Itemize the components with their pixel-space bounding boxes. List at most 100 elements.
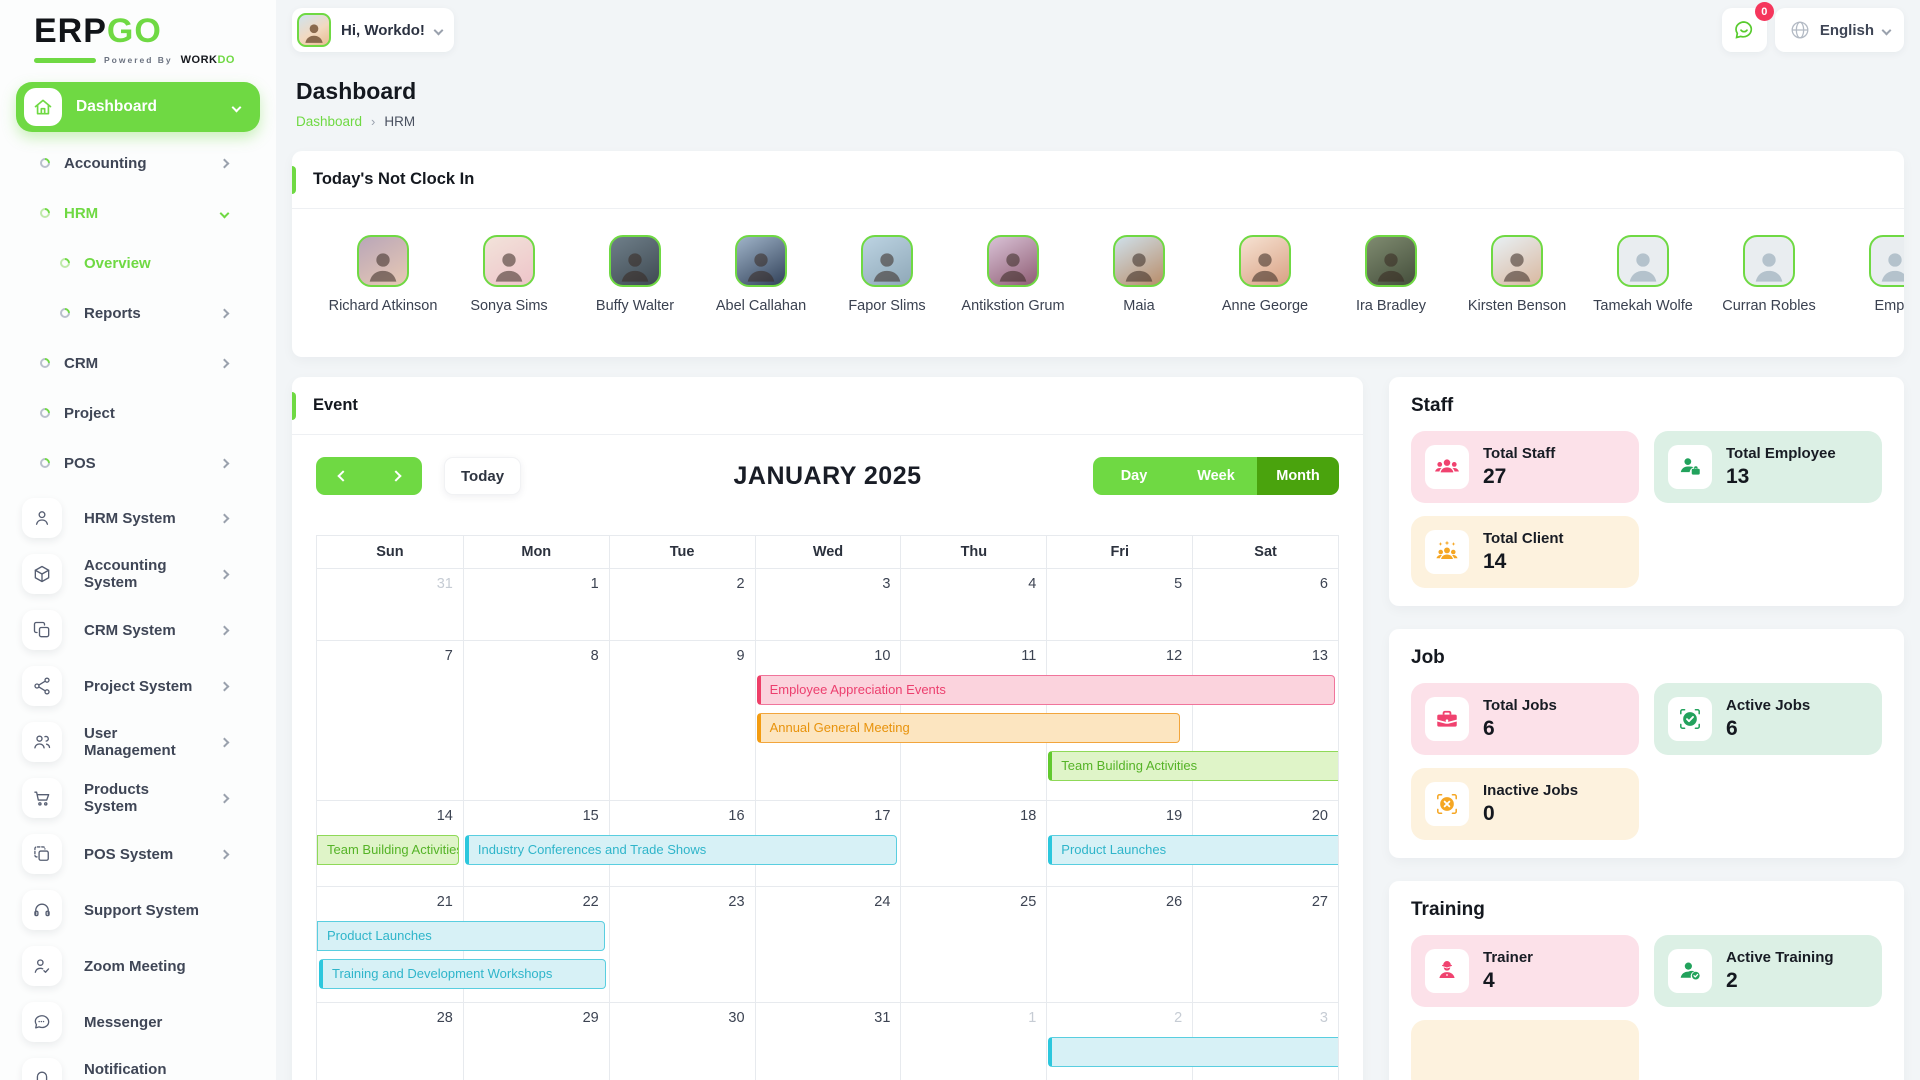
sidebar-item-crm[interactable]: CRM [0, 338, 276, 388]
view-week-button[interactable]: Week [1175, 457, 1257, 495]
employee-item[interactable]: Richard Atkinson [328, 235, 438, 314]
calendar-cell[interactable]: 30 [608, 1003, 755, 1080]
calendar-cell[interactable]: 1 [462, 569, 609, 640]
calendar-cell[interactable]: 28 [436, 1010, 453, 1026]
view-month-button[interactable]: Month [1257, 457, 1339, 495]
tile-value: 13 [1726, 465, 1750, 488]
user-greeting: Hi, Workdo! [341, 21, 425, 39]
calendar-cell[interactable]: 13 [1192, 641, 1338, 800]
employee-item[interactable]: Maia [1084, 235, 1194, 314]
today-button[interactable]: Today [444, 457, 522, 495]
bullet-icon [37, 355, 53, 371]
employee-avatar [483, 235, 535, 287]
calendar-cell[interactable]: 7 [444, 648, 453, 664]
calendar-event[interactable]: Industry Conferences and Trade Shows [464, 835, 898, 865]
employee-item[interactable]: Buffy Walter [580, 235, 690, 314]
sidebar-item-project-system[interactable]: Project System [0, 658, 276, 714]
chevron-right-icon [219, 308, 230, 318]
calendar-event[interactable] [1048, 1037, 1338, 1067]
calendar-cell[interactable]: 18 [900, 801, 1046, 886]
not-clock-in-card: Today's Not Clock In Richard Atkinson So… [292, 151, 1904, 357]
next-month-button[interactable] [369, 457, 422, 495]
calendar-event[interactable]: Employee Appreciation Events [756, 675, 1335, 705]
employee-item[interactable]: Curran Robles [1714, 235, 1824, 314]
user-menu[interactable]: Hi, Workdo! [292, 8, 454, 52]
calendar-cell[interactable]: 9 [608, 641, 755, 800]
logo-text-erp: ERP [34, 12, 107, 50]
employee-item[interactable]: Antikstion Grum [958, 235, 1068, 314]
calendar-cell[interactable]: 23 [608, 887, 755, 1002]
calendar-cell[interactable]: 25 [900, 887, 1046, 1002]
employee-item[interactable]: Tamekah Wolfe [1588, 235, 1698, 314]
card-accent-bar [292, 392, 296, 420]
calendar-cell[interactable]: 27 [1192, 887, 1338, 1002]
calendar-cell[interactable]: 15 [462, 801, 609, 886]
calendar-cell[interactable]: 10 [754, 641, 901, 800]
view-day-button[interactable]: Day [1093, 457, 1175, 495]
total-jobs-tile: Total Jobs 6 [1411, 683, 1639, 755]
tile-label: Active Training [1726, 949, 1834, 966]
chevron-right-icon [219, 625, 230, 635]
breadcrumb-current: HRM [384, 114, 416, 129]
calendar-cell[interactable]: 8 [462, 641, 609, 800]
calendar-cell[interactable]: 31 [754, 1003, 901, 1080]
sidebar-item-project[interactable]: Project [0, 388, 276, 438]
employee-item[interactable]: Fapor Slims [832, 235, 942, 314]
calendar-cell[interactable]: 2 [608, 569, 755, 640]
sidebar-item-overview[interactable]: Overview [0, 238, 276, 288]
calendar-event[interactable]: Product Launches [1048, 835, 1338, 865]
prev-month-button[interactable] [316, 457, 369, 495]
sidebar-item-user-management[interactable]: User Management [0, 714, 276, 770]
sidebar-item-zoom-meeting[interactable]: Zoom Meeting [0, 938, 276, 994]
sidebar-item-pos-system[interactable]: POS System [0, 826, 276, 882]
employee-item[interactable]: Abel Callahan [706, 235, 816, 314]
sidebar-item-dashboard[interactable]: Dashboard [16, 82, 260, 132]
employee-item[interactable]: Sonya Sims [454, 235, 564, 314]
calendar-cell[interactable]: 31 [436, 576, 453, 592]
calendar-cell[interactable]: 26 [1046, 887, 1192, 1002]
sidebar-item-messenger[interactable]: Messenger [0, 994, 276, 1050]
calendar-cell[interactable]: 4 [900, 569, 1046, 640]
sidebar-item-support-system[interactable]: Support System [0, 882, 276, 938]
sidebar-item-crm-system[interactable]: CRM System [0, 602, 276, 658]
employee-item[interactable]: Ira Bradley [1336, 235, 1446, 314]
calendar-cell[interactable]: 2 [1046, 1003, 1192, 1080]
sidebar-item-notification-template[interactable]: Notification Template [0, 1050, 276, 1080]
employee-name: Tamekah Wolfe [1593, 298, 1693, 314]
language-selector[interactable]: English [1774, 8, 1904, 52]
calendar-cell[interactable]: 6 [1192, 569, 1338, 640]
calendar-week-row: 28 29 30 31 1 2 3 [317, 1002, 1338, 1080]
employee-avatar [861, 235, 913, 287]
sidebar-item-accounting[interactable]: Accounting [0, 138, 276, 188]
sidebar-item-hrm-system[interactable]: HRM System [0, 490, 276, 546]
calendar-cell[interactable]: 21 [436, 894, 453, 910]
sidebar-item-products-system[interactable]: Products System [0, 770, 276, 826]
clients-stars-icon [1425, 530, 1469, 574]
employee-item[interactable]: Anne George [1210, 235, 1320, 314]
calendar-event[interactable]: Team Building Activities [1048, 751, 1338, 781]
employee-item[interactable]: Emplo [1840, 235, 1904, 314]
calendar-cell[interactable]: 19 [1046, 801, 1192, 886]
person-check-icon [22, 946, 62, 986]
calendar-event[interactable]: Training and Development Workshops [319, 959, 606, 989]
calendar-event[interactable]: Annual General Meeting [756, 713, 1181, 743]
calendar-event[interactable]: Product Launches [317, 921, 605, 951]
sidebar-item-hrm[interactable]: HRM [0, 188, 276, 238]
calendar-cell[interactable]: 3 [754, 569, 901, 640]
breadcrumb-dashboard-link[interactable]: Dashboard [296, 114, 363, 129]
employee-avatar-placeholder [1869, 235, 1904, 287]
calendar-cell[interactable]: 5 [1046, 569, 1192, 640]
sidebar-item-reports[interactable]: Reports [0, 288, 276, 338]
employee-name: Abel Callahan [715, 298, 807, 314]
calendar-cell[interactable]: 14 [436, 808, 453, 824]
calendar-cell[interactable]: 29 [462, 1003, 609, 1080]
calendar-cell[interactable]: 24 [754, 887, 901, 1002]
sidebar-item-pos[interactable]: POS [0, 438, 276, 488]
sidebar-item-accounting-system[interactable]: Accounting System [0, 546, 276, 602]
calendar-cell[interactable]: 1 [900, 1003, 1046, 1080]
employee-item[interactable]: Kirsten Benson [1462, 235, 1572, 314]
calendar-event[interactable]: Team Building Activities [317, 835, 459, 865]
employee-avatar [735, 235, 787, 287]
messages-button[interactable]: 0 [1721, 2, 1774, 52]
sidebar-item-label: CRM [64, 354, 99, 372]
